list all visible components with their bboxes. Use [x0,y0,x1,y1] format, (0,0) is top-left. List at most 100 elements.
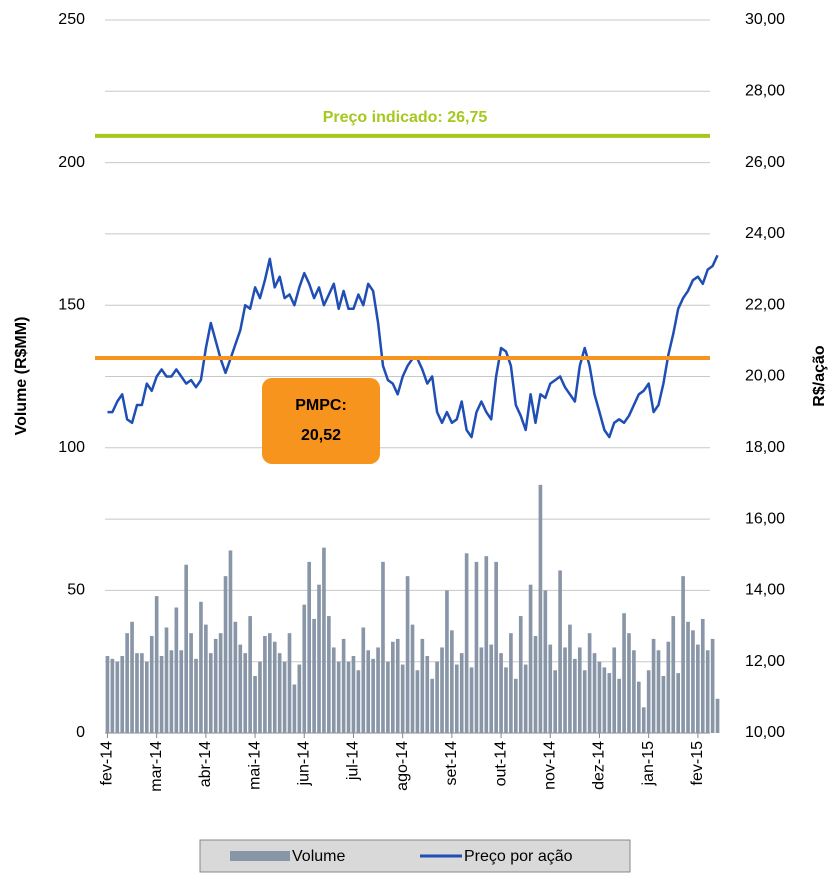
bar [194,658,198,733]
reference-label: PMPC: [295,397,347,414]
bar [307,561,312,733]
bar [568,624,572,733]
y2-axis-title: R$/ação [811,345,828,407]
bar [646,670,651,733]
bar [184,564,189,733]
x-tick-label: jul-14 [345,741,362,781]
y2-tick-label: 18,00 [745,439,785,456]
bar [661,675,666,733]
y-tick-label: 100 [58,439,85,456]
bar [518,616,523,733]
bar [636,681,641,733]
bar [666,641,671,733]
bar [110,658,115,733]
bar [696,644,700,733]
y-tick-label: 200 [58,154,85,171]
bar [651,638,656,733]
bar [700,618,705,733]
bar [425,655,430,733]
bar [450,630,454,733]
bar [228,550,233,733]
bar [213,638,218,733]
x-tick-label: mar-14 [148,741,165,792]
bar [459,653,464,733]
x-tick-label: abr-14 [197,741,214,787]
bar [671,616,676,733]
bar [356,670,361,733]
bar [617,678,621,733]
bar [395,638,400,733]
bar [509,633,513,733]
bar [494,561,498,733]
bar [282,661,287,733]
y2-tick-label: 12,00 [745,653,785,670]
bar [440,647,444,733]
bar [715,698,720,733]
bar [243,653,248,733]
bar [149,636,154,733]
reference-sublabel: 20,52 [301,427,341,444]
y2-tick-label: 16,00 [745,510,785,527]
bar [199,601,203,733]
bar [366,650,371,733]
bar [238,644,243,733]
x-tick-label: set-14 [443,741,460,786]
bar [435,661,439,733]
legend-swatch [230,851,290,861]
bar [563,647,567,733]
bar [622,613,626,733]
bar [573,658,577,733]
y-axis-title: Volume (R$MM) [13,317,30,436]
legend-label: Volume [292,848,345,865]
bar [523,664,528,733]
bar [415,670,420,733]
bar [267,633,272,733]
bar [390,641,395,733]
bar [204,624,208,733]
bar [169,650,174,733]
bar [263,636,267,733]
bar [558,570,562,733]
bar [208,653,213,733]
x-tick-label: out-14 [492,741,509,786]
x-tick-label: fev-14 [99,741,116,786]
bar [676,673,681,733]
bar [474,561,479,733]
bar [543,590,548,733]
y2-tick-label: 20,00 [745,368,785,385]
bar [341,638,346,733]
bar [302,604,307,733]
bar [292,684,297,733]
bar [346,661,351,733]
bar [277,653,282,733]
bar [223,576,228,733]
x-tick-label: jan-15 [640,741,657,787]
bar [115,661,120,733]
x-tick-label: jun-14 [295,741,312,787]
bar [582,670,587,733]
legend-label: Preço por ação [464,848,573,865]
bar [287,633,292,733]
bar [336,661,341,733]
y2-tick-label: 10,00 [745,724,785,741]
bar [179,650,184,733]
bar [125,633,129,733]
bar [577,647,582,733]
bar [105,655,110,733]
x-tick-label: nov-14 [541,741,558,790]
bar [361,627,366,733]
bar [445,590,449,733]
bar [484,556,489,733]
bar [297,664,302,733]
bar [164,627,169,733]
x-tick-label: dez-14 [591,741,608,790]
bar [317,584,321,733]
y2-tick-label: 24,00 [745,225,785,242]
bar [681,576,685,733]
bar [258,661,262,733]
bar [499,653,503,733]
bar [140,653,144,733]
bar [538,484,543,733]
y-tick-label: 250 [58,11,85,28]
